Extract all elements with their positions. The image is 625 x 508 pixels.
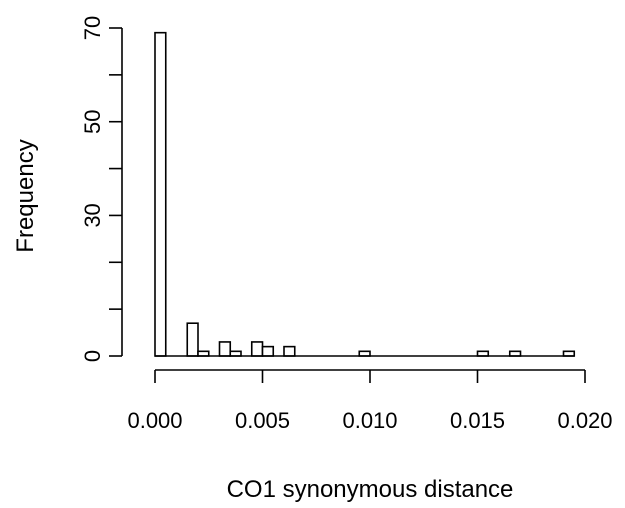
x-tick-label: 0.020 — [557, 408, 612, 433]
x-tick-label: 0.005 — [235, 408, 290, 433]
x-tick-label: 0.015 — [450, 408, 505, 433]
x-axis: 0.000 0.005 0.010 0.015 0.020 — [127, 369, 613, 433]
histogram-bars — [154, 31, 576, 357]
histogram-bar — [186, 322, 199, 357]
y-tick-label: 50 — [80, 109, 105, 133]
histogram-bar — [154, 31, 167, 357]
x-axis-label: CO1 synonymous distance — [227, 476, 514, 503]
histogram-bar — [283, 345, 296, 357]
y-axis: 0 30 50 70 — [80, 16, 123, 362]
y-axis-label: Frequency — [12, 139, 39, 252]
histogram-bar — [261, 345, 275, 357]
y-tick-label: 0 — [80, 350, 105, 362]
x-tick-label: 0.010 — [342, 408, 397, 433]
y-tick-label: 30 — [80, 203, 105, 227]
histogram-bar — [250, 341, 264, 357]
y-tick-label: 70 — [80, 16, 105, 40]
histogram-bar — [218, 341, 232, 357]
x-tick-label: 0.000 — [127, 408, 182, 433]
